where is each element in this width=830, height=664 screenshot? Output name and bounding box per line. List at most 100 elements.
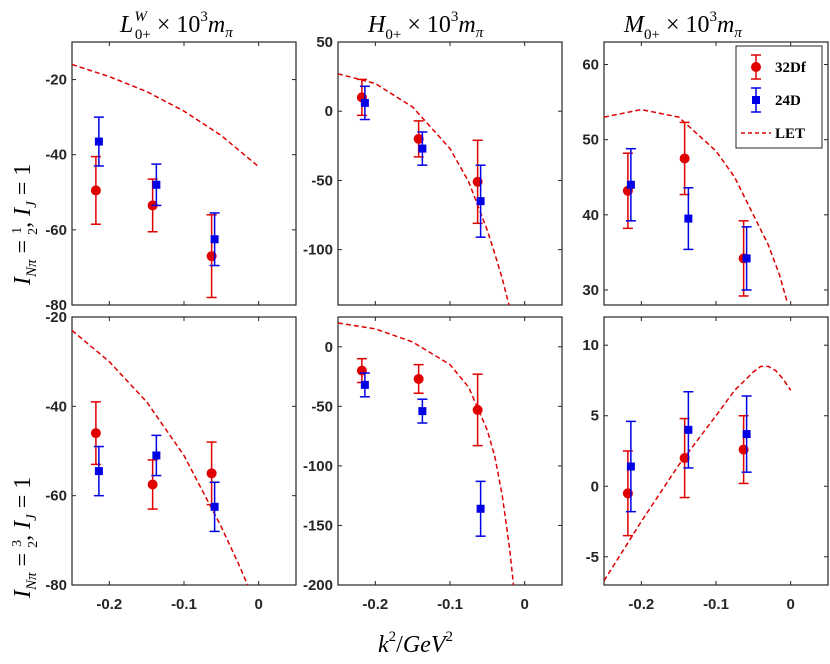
ytick-label: 60 — [582, 57, 599, 74]
ytick-label: -100 — [303, 458, 333, 475]
xtick-label: -0.1 — [437, 596, 463, 613]
ytick-label: -5 — [586, 549, 599, 566]
legend-item-let: LET — [741, 126, 805, 142]
ytick-label: 5 — [591, 408, 599, 425]
legend-box — [735, 45, 823, 149]
xtick-label: 0 — [786, 596, 794, 613]
plot-area — [338, 73, 510, 305]
point-24d — [476, 197, 485, 206]
legend-label-24d: 24D — [775, 93, 801, 109]
ytick-label: -20 — [45, 72, 67, 89]
plot-area — [604, 108, 788, 302]
let-curve — [338, 322, 515, 585]
ytick-label: 10 — [582, 337, 599, 354]
xtick-label: 0 — [254, 596, 262, 613]
axes-box — [337, 41, 563, 306]
axes-box — [71, 316, 297, 586]
title-col2: H0+ × 103mπ — [367, 9, 484, 43]
point-32df — [90, 185, 101, 196]
ytick-label: -80 — [45, 297, 67, 314]
point-24d — [626, 180, 635, 189]
panel-H_half: 50 0 -50 -100 — [303, 34, 563, 306]
plot-area — [72, 329, 249, 585]
point-24d — [152, 451, 161, 460]
point-24d — [684, 425, 693, 434]
xtick-label: -0.1 — [171, 596, 197, 613]
legend-marker-square — [752, 96, 760, 104]
point-24d — [360, 380, 369, 389]
panel-L_3half: -20 -40 -60 -80 -0.2 -0.1 0 — [45, 309, 297, 613]
plot-area — [72, 63, 260, 299]
legend: 32Df 24D LET — [735, 45, 823, 149]
title-col1: LW 0+ × 103mπ — [119, 9, 233, 43]
point-24d — [742, 254, 751, 263]
panel-M_3half: 10 5 0 -5 -0.2 -0.1 0 — [582, 316, 829, 613]
let-curve — [604, 365, 792, 582]
axes-box — [603, 316, 829, 586]
ytick-label: -200 — [303, 577, 333, 594]
legend-label-32df: 32Df — [775, 60, 807, 76]
let-curve — [72, 329, 249, 585]
ytick-label: 0 — [325, 103, 333, 120]
point-24d — [626, 462, 635, 471]
panel-M_half: 60 50 40 30 — [582, 41, 829, 306]
ytick-label: -100 — [303, 242, 333, 259]
let-curve — [604, 108, 788, 302]
ytick-label: -20 — [45, 309, 67, 326]
legend-label-let: LET — [775, 126, 805, 142]
ytick-label: 50 — [582, 132, 599, 149]
ytick-label: -40 — [45, 398, 67, 415]
plot-area — [604, 365, 792, 582]
point-32df — [413, 133, 424, 144]
point-24d — [360, 98, 369, 107]
legend-item-24d: 24D — [751, 87, 801, 113]
x-axis-label: k2/GeV2 — [378, 629, 453, 658]
ytick-label: 0 — [591, 478, 599, 495]
ytick-label: -60 — [45, 222, 67, 239]
point-24d — [418, 144, 427, 153]
panel-H_3half: 0 -50 -100 -150 -200 -0.2 -0.1 0 — [303, 316, 563, 613]
ytick-label: -40 — [45, 147, 67, 164]
let-curve — [72, 63, 260, 168]
ytick-label: 30 — [582, 282, 599, 299]
point-24d — [418, 407, 427, 416]
let-curve — [338, 73, 510, 305]
row-label-1: INπ = 12, IJ = 1 — [10, 164, 41, 286]
ytick-label: -50 — [311, 172, 333, 189]
xtick-label: -0.2 — [96, 596, 122, 613]
point-24d — [684, 214, 693, 223]
point-32df — [679, 453, 690, 464]
ytick-label: -50 — [311, 398, 333, 415]
point-32df — [206, 468, 217, 479]
point-24d — [152, 180, 161, 189]
point-24d — [94, 137, 103, 146]
point-24d — [210, 502, 219, 511]
axes-box — [337, 316, 563, 586]
legend-item-32df: 32Df — [751, 54, 807, 80]
xtick-label: -0.1 — [703, 596, 729, 613]
ytick-label: 40 — [582, 207, 599, 224]
ytick-label: -60 — [45, 488, 67, 505]
point-32df — [679, 153, 690, 164]
point-24d — [476, 504, 485, 513]
xtick-label: -0.2 — [628, 596, 654, 613]
panels: -20-40-60-80500-50-10060504030-20-40-60-… — [45, 34, 829, 613]
legend-marker-circle — [751, 62, 761, 72]
row-label-2: INπ = 32, IJ = 1 — [10, 477, 41, 599]
point-32df — [147, 479, 158, 490]
point-32df — [413, 373, 424, 384]
point-24d — [742, 430, 751, 439]
ytick-label: 50 — [316, 34, 333, 51]
point-32df — [90, 428, 101, 439]
point-32df — [472, 404, 483, 415]
xtick-label: 0 — [520, 596, 528, 613]
point-24d — [210, 235, 219, 244]
ytick-label: 0 — [325, 339, 333, 356]
point-24d — [94, 467, 103, 476]
xtick-label: -0.2 — [362, 596, 388, 613]
axes-box — [71, 41, 297, 306]
plot-area — [338, 322, 515, 585]
title-col3: M0+ × 103mπ — [623, 9, 742, 43]
ytick-label: -150 — [303, 517, 333, 534]
